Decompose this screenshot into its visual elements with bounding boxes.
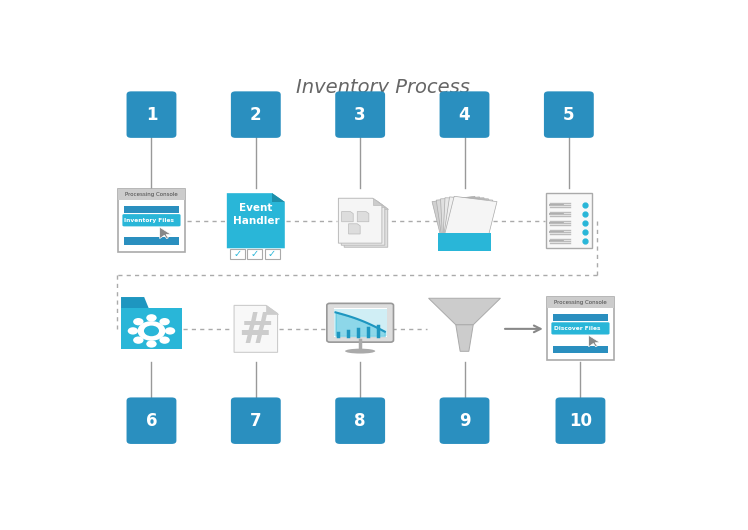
Bar (118, 189, 185, 200)
Polygon shape (341, 200, 384, 245)
Polygon shape (436, 197, 486, 245)
Bar (124, 206, 179, 213)
Text: Processing Console: Processing Console (554, 300, 607, 305)
FancyBboxPatch shape (230, 249, 245, 259)
Polygon shape (272, 193, 285, 202)
Text: 8: 8 (355, 412, 366, 430)
Bar (334, 308, 387, 337)
FancyBboxPatch shape (335, 398, 385, 444)
FancyBboxPatch shape (247, 249, 263, 259)
Text: 2: 2 (250, 105, 262, 123)
Text: Processing Console: Processing Console (125, 192, 178, 197)
Polygon shape (589, 335, 600, 347)
Circle shape (147, 314, 156, 322)
Circle shape (133, 337, 144, 344)
FancyBboxPatch shape (551, 322, 610, 334)
Polygon shape (342, 211, 353, 222)
Bar (553, 314, 608, 321)
Polygon shape (338, 198, 382, 243)
Polygon shape (378, 202, 387, 209)
Polygon shape (375, 200, 384, 207)
FancyBboxPatch shape (440, 91, 489, 138)
Text: 6: 6 (146, 412, 157, 430)
FancyBboxPatch shape (327, 303, 393, 342)
FancyBboxPatch shape (544, 91, 594, 138)
Bar (553, 346, 608, 353)
Polygon shape (227, 193, 285, 248)
FancyBboxPatch shape (335, 91, 385, 138)
Text: 1: 1 (146, 105, 157, 123)
Polygon shape (443, 197, 493, 245)
Polygon shape (358, 211, 369, 222)
Text: Event
Handler: Event Handler (233, 204, 279, 226)
Ellipse shape (345, 349, 375, 354)
Bar (334, 309, 387, 336)
Polygon shape (443, 196, 497, 246)
Bar (547, 297, 614, 308)
FancyBboxPatch shape (126, 91, 177, 138)
Bar (124, 237, 179, 245)
Text: Discover Files: Discover Files (554, 326, 601, 331)
Polygon shape (159, 227, 171, 238)
Polygon shape (443, 198, 488, 244)
FancyBboxPatch shape (556, 398, 605, 444)
FancyBboxPatch shape (126, 398, 177, 444)
Polygon shape (373, 198, 382, 205)
Circle shape (138, 321, 165, 341)
FancyBboxPatch shape (547, 297, 614, 360)
Text: 5: 5 (563, 105, 574, 123)
FancyBboxPatch shape (231, 398, 280, 444)
Text: 10: 10 (569, 412, 592, 430)
Bar (438, 233, 491, 251)
Polygon shape (234, 305, 278, 352)
Bar (121, 308, 182, 349)
Text: ✓: ✓ (251, 249, 259, 259)
Text: 7: 7 (250, 412, 262, 430)
Polygon shape (121, 297, 149, 308)
Text: ✓: ✓ (268, 249, 276, 259)
Polygon shape (432, 196, 486, 246)
Polygon shape (429, 298, 500, 325)
Polygon shape (344, 202, 387, 248)
Polygon shape (441, 198, 486, 244)
Circle shape (159, 318, 170, 325)
Text: Inventory Process: Inventory Process (296, 78, 470, 97)
Circle shape (133, 318, 144, 325)
Text: 4: 4 (459, 105, 470, 123)
Text: ✓: ✓ (233, 249, 242, 259)
Polygon shape (266, 305, 278, 314)
Circle shape (147, 340, 156, 348)
FancyBboxPatch shape (118, 189, 185, 252)
Circle shape (144, 325, 159, 336)
Circle shape (165, 327, 175, 334)
Circle shape (128, 327, 138, 334)
Text: Inventory Files: Inventory Files (123, 218, 174, 223)
Text: 9: 9 (459, 412, 470, 430)
Polygon shape (456, 325, 473, 351)
Circle shape (159, 337, 170, 344)
FancyBboxPatch shape (265, 249, 280, 259)
Bar (545, 193, 592, 248)
FancyBboxPatch shape (123, 214, 180, 226)
Text: 3: 3 (355, 105, 366, 123)
FancyBboxPatch shape (440, 398, 489, 444)
Text: #: # (239, 310, 273, 352)
Polygon shape (349, 224, 361, 234)
FancyBboxPatch shape (231, 91, 280, 138)
